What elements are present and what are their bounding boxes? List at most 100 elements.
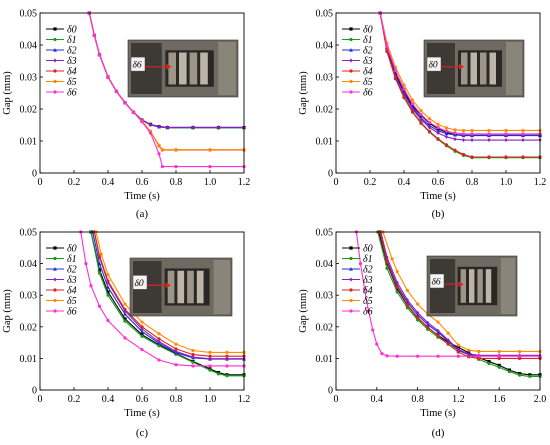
panel-label: (a) [136,208,149,220]
data-point [456,354,460,358]
data-point [461,128,466,133]
inset-arrow-head [458,281,464,288]
x-tick-label: 0 [334,177,339,188]
legend-entry: δ0 [363,244,373,255]
data-point [427,125,432,130]
inset-photo: δ6 [426,255,518,317]
data-point [225,364,229,368]
data-point [487,359,491,364]
data-point [123,312,127,316]
data-point [416,318,420,322]
data-point [225,354,229,358]
panel-label: (b) [432,208,445,220]
data-point [419,117,423,122]
data-point [518,349,522,354]
x-tick-label: 1.0 [500,177,513,188]
data-point [208,148,212,152]
data-point [477,349,481,354]
x-tick-label: 2.0 [534,394,547,405]
data-point [436,122,440,126]
data-point [208,350,212,354]
series [92,230,246,358]
legend-entry: δ3 [67,56,77,67]
inset-photo: δ0 [423,39,525,98]
data-point [395,269,399,274]
legend-swatch-marker [53,69,57,73]
x-tick-label: 0.2 [364,177,377,188]
data-point [444,143,449,147]
data-point [446,338,450,343]
data-point [385,354,389,358]
data-point [191,348,195,353]
y-tick-label: 0.04 [316,41,334,52]
data-point [395,354,399,358]
data-point [402,87,406,91]
data-point [487,132,491,136]
series [94,230,246,354]
data-point [123,101,127,105]
legend-entry: δ0 [67,25,77,36]
y-tick-label: 0.05 [316,9,334,20]
data-point [416,315,420,319]
inset-label: δ6 [133,61,142,71]
series-line [379,12,540,135]
data-point [97,271,102,275]
legend-swatch-marker [53,37,57,42]
y-tick-label: 0 [328,169,333,180]
data-point [416,310,420,315]
inset-slot-bar [177,270,185,304]
data-point [402,83,406,87]
y-tick-label: 0 [32,386,37,397]
legend-entry: δ6 [67,88,77,99]
inset-label: δ0 [429,61,438,71]
x-tick-label: 0.4 [102,394,115,405]
data-point [497,354,501,358]
data-point [395,280,399,285]
legend-entry: δ6 [363,307,373,318]
series [87,11,246,169]
data-point [456,343,460,347]
legend-entry: δ0 [363,25,373,36]
data-point [157,339,161,344]
series-line [355,231,540,357]
y-tick-label: 0.05 [316,228,334,239]
inset-label-box [429,273,445,289]
data-point [114,89,119,93]
data-point [371,328,375,332]
legend-entry: δ2 [67,46,77,57]
series-line [379,12,540,158]
data-point [402,95,406,99]
data-point [123,336,127,340]
data-point [140,320,144,324]
data-point [410,102,415,106]
x-axis-label: Time (s) [124,191,160,202]
data-point [470,155,474,159]
panel-label: (c) [136,427,149,439]
legend-swatch-marker [349,246,353,250]
data-point [453,137,457,142]
data-point [504,128,508,133]
data-point [123,319,127,323]
legend-swatch-marker [53,309,57,313]
inset-right-region [213,260,230,314]
data-point [97,304,102,308]
legend-swatch-marker [349,69,353,73]
data-point [208,165,212,169]
x-tick-label: 1.0 [204,394,217,405]
data-point [436,334,440,338]
data-point [436,354,440,358]
data-point [427,129,432,133]
data-point [461,132,466,136]
data-point [470,138,474,143]
legend-entry: δ5 [67,77,77,88]
data-point [453,131,457,135]
data-point [419,121,423,125]
inset-slot-bar [200,52,208,85]
x-tick-label: 1.6 [493,394,506,405]
data-point [367,309,371,313]
data-point [148,131,153,135]
legend-entry: δ3 [363,56,373,67]
data-point [528,374,532,379]
